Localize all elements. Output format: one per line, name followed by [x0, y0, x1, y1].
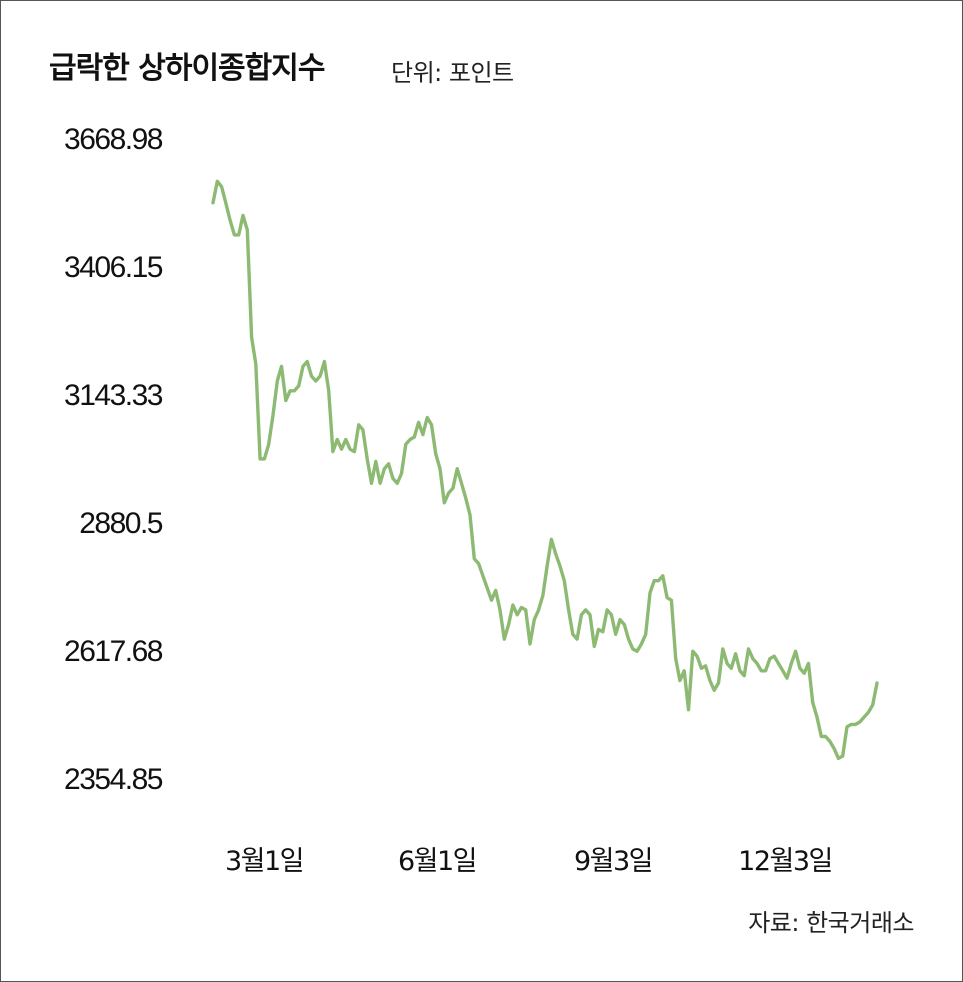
y-tick-label: 3406.15: [64, 251, 163, 284]
series-line: [211, 179, 879, 761]
y-tick-label: 2880.5: [79, 507, 163, 540]
y-tick-label: 2617.68: [64, 635, 163, 668]
chart-title: 급락한 상하이종합지수: [49, 51, 325, 86]
y-axis-ticks: 3668.98 3406.15 3143.33 2880.5 2617.68 2354.8…: [64, 123, 164, 796]
y-tick-label: 3143.33: [64, 379, 163, 412]
x-tick-label: 6월1일: [398, 846, 476, 877]
y-tick-label: 3668.98: [64, 123, 163, 156]
source-label: 자료: 한국거래소: [748, 909, 914, 937]
series-group: [211, 179, 879, 761]
y-tick-label: 2354.85: [64, 763, 163, 796]
x-tick-label: 12월3일: [738, 846, 832, 877]
x-tick-label: 9월3일: [574, 846, 652, 877]
x-tick-label: 3월1일: [225, 846, 303, 877]
x-axis-ticks: 3월1일 6월1일 9월3일 12월3일: [225, 846, 833, 877]
unit-label: 단위: 포인트: [391, 59, 514, 87]
